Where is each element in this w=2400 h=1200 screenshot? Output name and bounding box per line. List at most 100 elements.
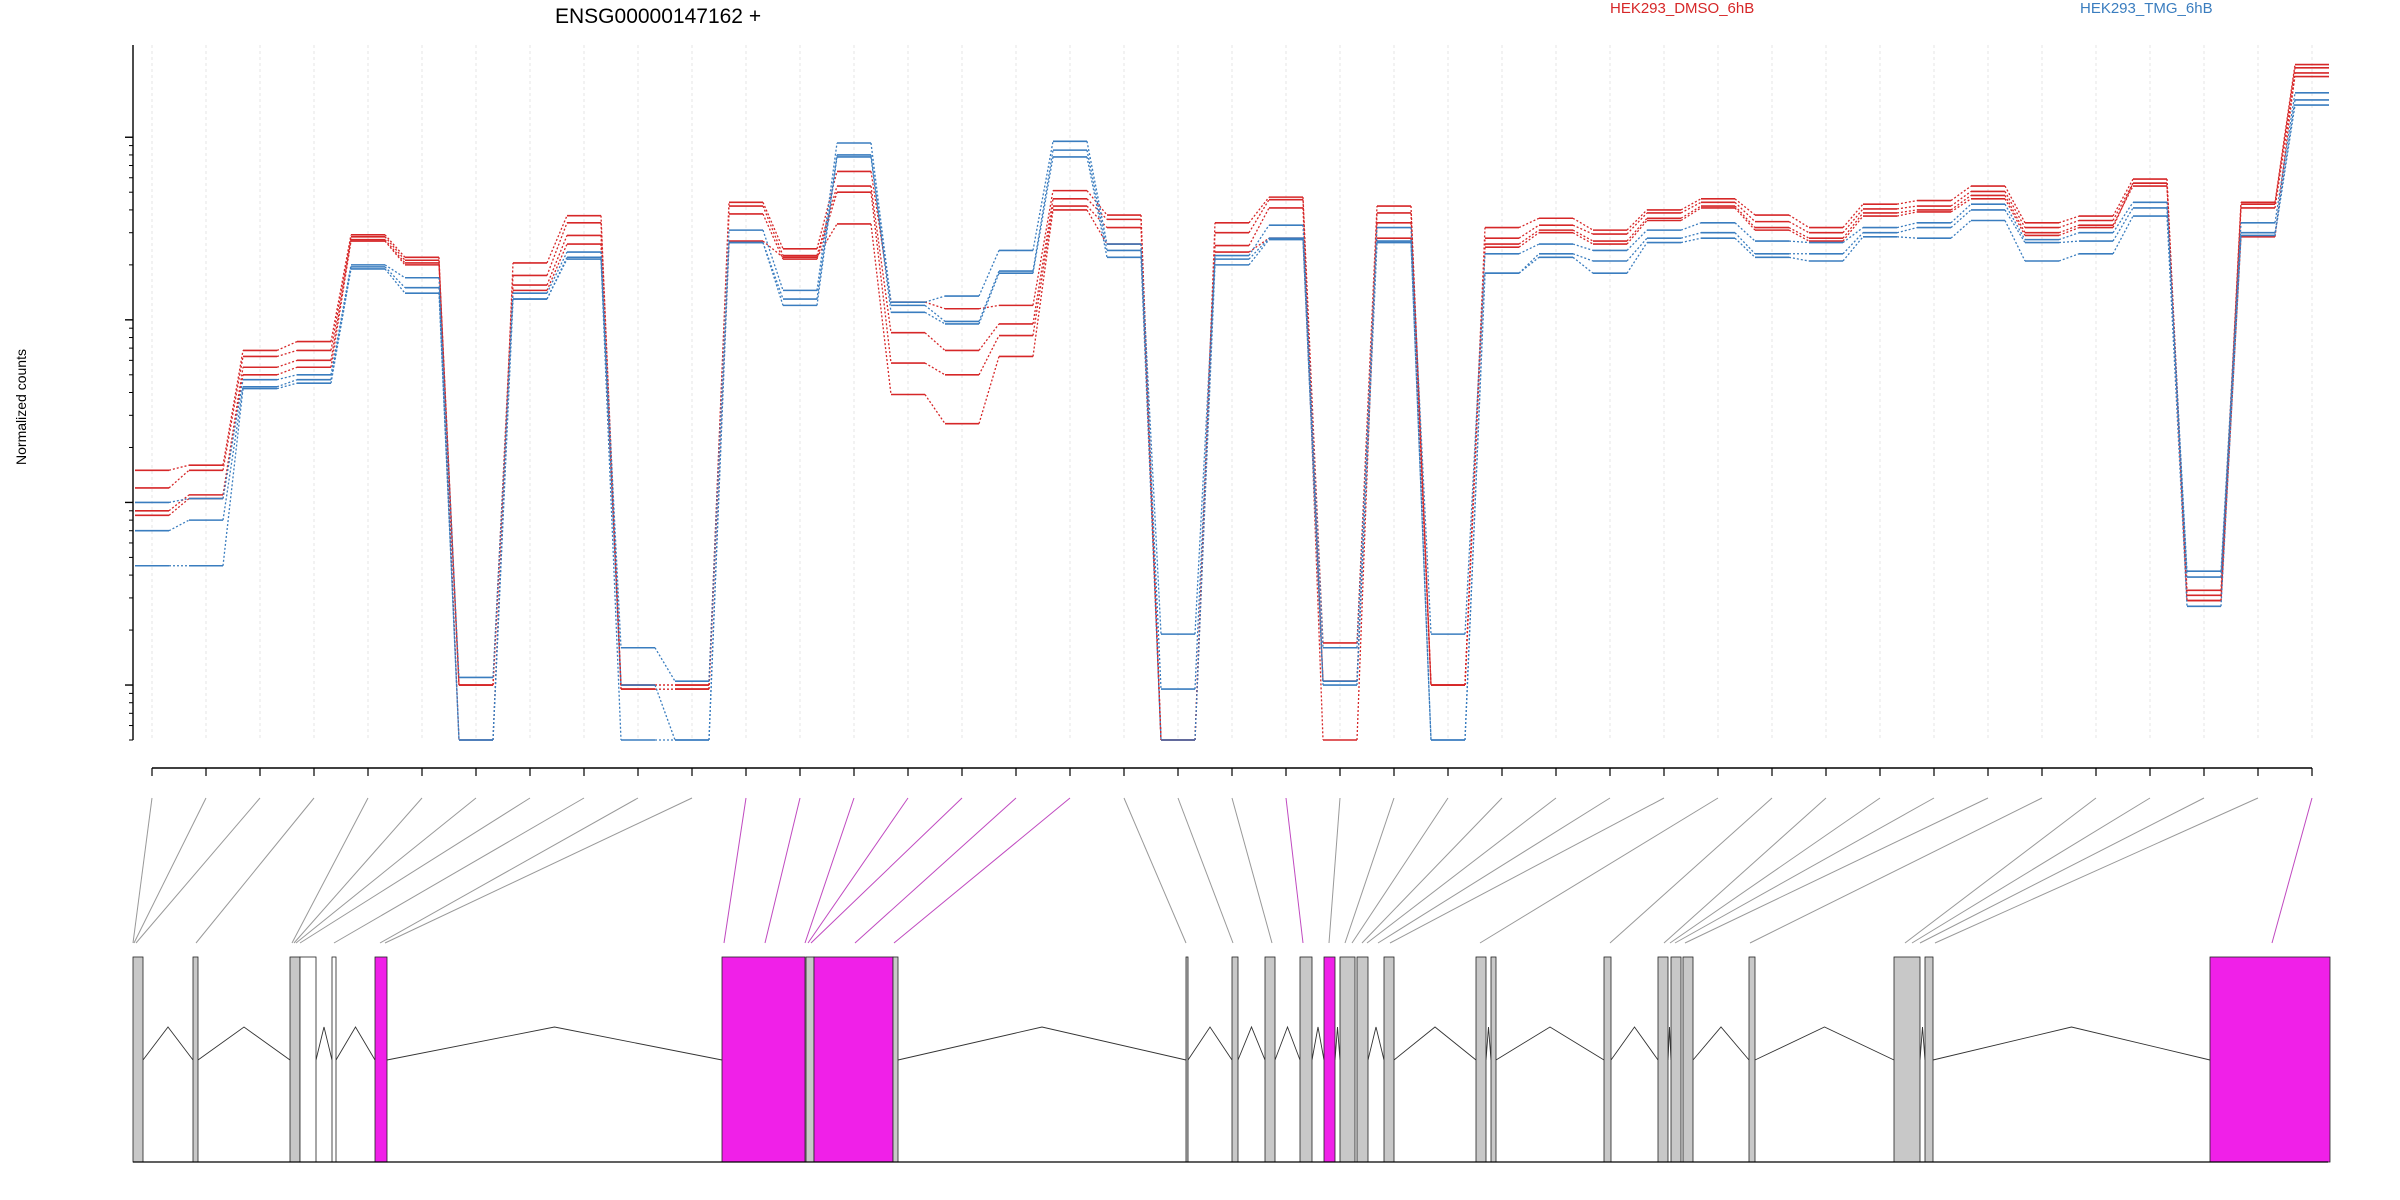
series-transition	[1086, 156, 1108, 258]
series-transition	[978, 270, 1000, 322]
series-transition	[978, 304, 1000, 310]
series-transition	[546, 222, 568, 276]
exon-box	[1231, 956, 1239, 1163]
series-transition	[2004, 220, 2026, 262]
exon-box	[813, 956, 894, 1163]
series-transition	[870, 186, 892, 333]
series-transition	[1842, 215, 1864, 242]
legend-entry-tmg: HEK293_TMG_6hB	[2080, 0, 2213, 17]
series-transition	[2112, 182, 2134, 221]
series-transition	[816, 154, 838, 300]
series-transition	[1518, 229, 1540, 245]
exon-box	[892, 956, 899, 1163]
series-transition	[924, 295, 946, 303]
connector-line	[1366, 797, 1557, 944]
intron	[142, 1026, 194, 1061]
series-transition	[654, 684, 676, 741]
series-transition	[1248, 196, 1270, 224]
series-transition	[1518, 256, 1540, 274]
series-transition	[438, 293, 460, 741]
exon-box	[1356, 956, 1369, 1163]
series-transition	[546, 257, 568, 300]
series-transition	[168, 494, 190, 512]
series-transition	[330, 268, 352, 384]
series-transition	[1734, 198, 1756, 216]
series-transition	[924, 362, 946, 376]
series-transition	[816, 142, 838, 291]
series-transition	[1626, 237, 1648, 262]
exon-box	[1924, 956, 1934, 1163]
series-transition	[1572, 224, 1594, 235]
connector-line	[2271, 797, 2313, 944]
connector-line	[1674, 797, 1935, 944]
series-transition	[600, 259, 622, 741]
series-transition	[924, 301, 946, 310]
connector-line	[723, 797, 747, 944]
exon-box	[1323, 956, 1336, 1163]
series-transition	[1086, 190, 1108, 216]
series-transition	[924, 394, 946, 425]
exon-box	[132, 956, 144, 1163]
intron	[1495, 1026, 1605, 1061]
exon-box	[1339, 956, 1356, 1163]
series-transition	[1896, 199, 1918, 205]
series-transition	[1572, 253, 1594, 262]
series-transition	[1032, 190, 1054, 306]
series-transition	[276, 349, 298, 358]
exon-box	[2209, 956, 2331, 1163]
series-transition	[1842, 212, 1864, 239]
exon-box	[299, 956, 317, 1163]
series-transition	[1248, 237, 1270, 253]
series-transition	[546, 251, 568, 294]
connector-line	[195, 797, 315, 944]
series-transition	[1680, 205, 1702, 219]
series-transition	[222, 379, 244, 499]
series-transition	[978, 356, 1000, 424]
intron	[1393, 1026, 1477, 1061]
exon-box	[1682, 956, 1694, 1163]
series-transition	[384, 236, 406, 261]
series-transition	[1302, 225, 1324, 648]
connector-line	[810, 797, 963, 944]
connector-line	[1328, 797, 1341, 944]
series-transition	[1140, 244, 1162, 635]
series-transition	[1788, 256, 1810, 262]
series-transition	[2274, 104, 2296, 236]
series-transition	[1248, 207, 1270, 246]
x-axis	[151, 767, 2313, 776]
connector-line	[1231, 797, 1273, 944]
intron	[1367, 1026, 1385, 1061]
intron	[1932, 1026, 2211, 1061]
series-transition	[978, 250, 1000, 297]
connector-line	[132, 797, 153, 944]
series-transition	[924, 304, 946, 322]
series-transition	[2004, 191, 2026, 228]
series-transition	[762, 202, 784, 250]
intron	[197, 1026, 291, 1061]
series-transition	[1032, 209, 1054, 357]
series-transition	[384, 268, 406, 294]
series-transition	[870, 223, 892, 395]
series-transition	[1032, 156, 1054, 274]
series-transition	[222, 386, 244, 521]
series-transition	[1572, 217, 1594, 231]
series-transition	[1950, 194, 1972, 211]
series-transition	[1842, 236, 1864, 262]
intron	[1187, 1026, 1233, 1061]
series-transition	[924, 332, 946, 351]
series-transition	[870, 154, 892, 306]
series-transition	[330, 236, 352, 351]
series-transition	[978, 335, 1000, 376]
series-transition	[1464, 247, 1486, 686]
y-axis	[125, 45, 134, 741]
exon-box	[1670, 956, 1682, 1163]
series-transition	[1680, 207, 1702, 222]
series-transition	[384, 266, 406, 289]
connector-line	[1919, 797, 2205, 944]
series-transition	[1032, 141, 1054, 251]
series-transition	[1248, 199, 1270, 234]
connector-line	[1904, 797, 2097, 944]
connector-line	[807, 797, 909, 944]
intron	[1485, 1026, 1492, 1061]
exon-box	[192, 956, 199, 1163]
